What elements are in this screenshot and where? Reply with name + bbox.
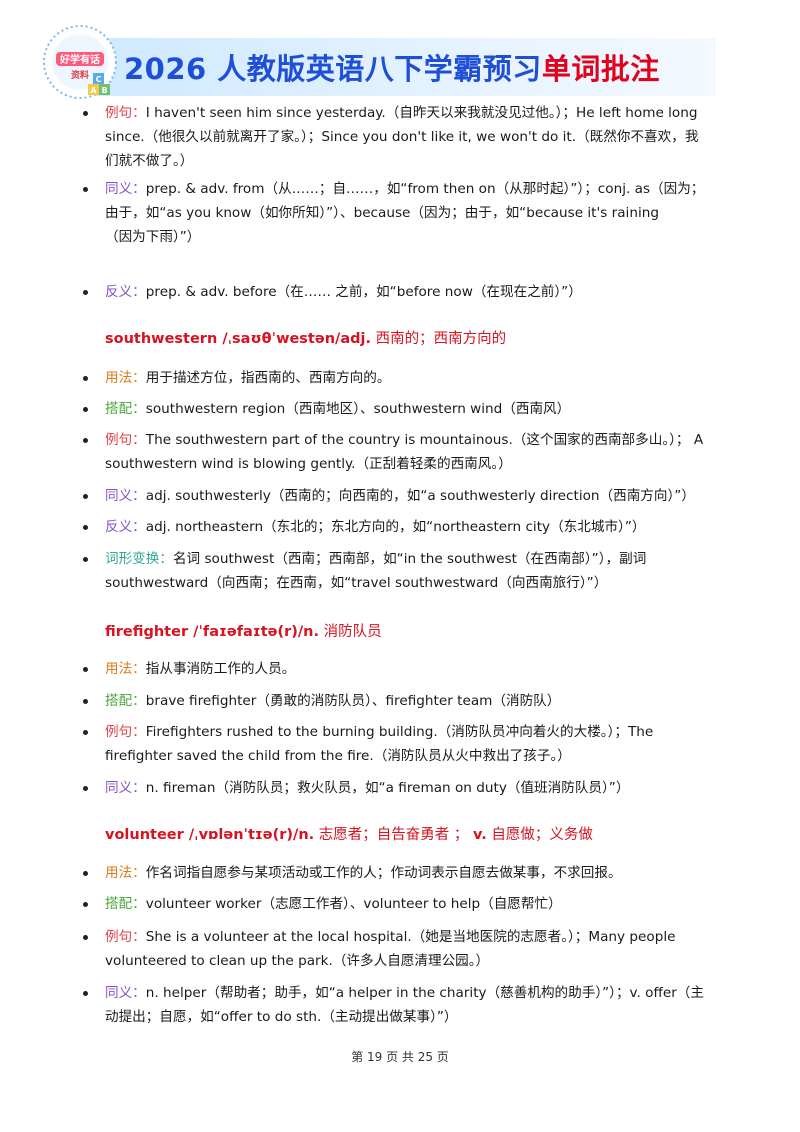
synonym-label: 同义：	[105, 488, 146, 504]
headword: southwestern /ˌsaʊθˈwestən/adj.	[105, 331, 371, 347]
headword-volunteer: volunteer /ˌvɒlənˈtɪə(r)/n. 志愿者；自告奋勇者 ； …	[105, 823, 593, 847]
title-main: 2026 人教版英语八下学霸预习	[124, 52, 542, 86]
firefighter-usage: 用法：指从事消防工作的人员。	[83, 657, 705, 681]
antonym-text: prep. & adv. before（在…… 之前，如“before now（…	[145, 284, 582, 300]
southwestern-antonym: 反义：adj. northeastern（东北的；东北方向的，如“northea…	[83, 515, 705, 539]
example-text: Firefighters rushed to the burning build…	[105, 724, 654, 764]
headword-meaning: 西南的；西南方向的	[375, 331, 507, 347]
usage-text: 用于描述方位，指西南的、西南方向的。	[145, 370, 391, 386]
title-highlight: 单词批注	[541, 52, 660, 86]
collocation-text: brave firefighter（勇敢的消防队员）、firefighter t…	[145, 693, 561, 709]
synonym-text: n. fireman（消防队员；救火队员，如“a fireman on duty…	[145, 780, 630, 796]
volunteer-collocation: 搭配：volunteer worker（志愿工作者）、volunteer to …	[83, 892, 705, 916]
volunteer-usage: 用法：作名词指自愿参与某项活动或工作的人；作动词表示自愿去做某事，不求回报。	[83, 861, 705, 885]
southwestern-example: 例句：The southwestern part of the country …	[83, 428, 705, 476]
since-synonym: 同义：prep. & adv. from（从……；自……，如“from then…	[83, 177, 705, 249]
svg-text:C: C	[96, 75, 102, 84]
firefighter-synonym: 同义：n. fireman（消防队员；救火队员，如“a fireman on d…	[83, 776, 705, 800]
headword-meaning-2: 自愿做；义务做	[491, 827, 593, 843]
example-text: I haven't seen him since yesterday.（自昨天以…	[105, 105, 699, 169]
example-label: 例句：	[105, 724, 146, 740]
headword-meaning: 志愿者；自告奋勇者 ；	[318, 827, 469, 843]
bullet-icon	[83, 786, 88, 791]
bullet-icon	[83, 991, 88, 996]
headword-meaning: 消防队员	[323, 624, 382, 640]
southwestern-collocation: 搭配：southwestern region（西南地区）、southwester…	[83, 397, 705, 421]
logo-text-1: 好学有话	[59, 53, 100, 66]
example-text: She is a volunteer at the local hospital…	[105, 929, 676, 969]
page-title: 2026 人教版英语八下学霸预习单词批注	[124, 44, 660, 94]
bullet-icon	[83, 935, 88, 940]
bullet-icon	[83, 871, 88, 876]
svg-text:B: B	[101, 86, 107, 95]
page-footer: 第 19 页 共 25 页	[351, 1050, 449, 1064]
bullet-icon	[83, 730, 88, 735]
example-label: 例句：	[105, 929, 146, 945]
example-text: The southwestern part of the country is …	[105, 432, 704, 472]
collocation-label: 搭配：	[105, 401, 146, 417]
headword: firefighter /ˈfaɪəfaɪtə(r)/n.	[105, 624, 320, 640]
bullet-icon	[83, 187, 88, 192]
collocation-text: volunteer worker（志愿工作者）、volunteer to hel…	[145, 896, 562, 912]
usage-text: 作名词指自愿参与某项活动或工作的人；作动词表示自愿去做某事，不求回报。	[145, 865, 622, 881]
antonym-text: adj. northeastern（东北的；东北方向的，如“northeaste…	[145, 519, 646, 535]
bullet-icon	[83, 699, 88, 704]
example-label: 例句：	[105, 432, 146, 448]
bullet-icon	[83, 557, 88, 562]
southwestern-usage: 用法：用于描述方位，指西南的、西南方向的。	[83, 366, 705, 390]
bullet-icon	[83, 376, 88, 381]
header-banner	[96, 38, 716, 96]
example-label: 例句：	[105, 105, 146, 121]
collocation-label: 搭配：	[105, 693, 146, 709]
southwestern-synonym: 同义：adj. southwesterly（西南的；向西南的，如“a south…	[83, 484, 705, 508]
synonym-text-cont: （因为下雨）”）	[105, 229, 201, 245]
bullet-icon	[83, 494, 88, 499]
usage-label: 用法：	[105, 865, 146, 881]
headword-firefighter: firefighter /ˈfaɪəfaɪtə(r)/n. 消防队员	[105, 620, 382, 644]
antonym-label: 反义：	[105, 519, 146, 535]
svg-text:A: A	[90, 86, 97, 95]
headword: volunteer /ˌvɒlənˈtɪə(r)/n.	[105, 827, 315, 843]
headword-pos-2: v.	[473, 827, 487, 843]
bullet-icon	[83, 902, 88, 907]
firefighter-collocation: 搭配：brave firefighter（勇敢的消防队员）、firefighte…	[83, 689, 705, 713]
synonym-text: prep. & adv. from（从……；自……，如“from then on…	[105, 181, 705, 221]
forms-label: 词形变换：	[105, 551, 173, 567]
usage-label: 用法：	[105, 661, 146, 677]
synonym-label: 同义：	[105, 780, 146, 796]
bullet-icon	[83, 111, 88, 116]
volunteer-synonym: 同义：n. helper（帮助者；助手，如“a helper in the ch…	[83, 981, 705, 1029]
synonym-label: 同义：	[105, 985, 146, 1001]
bullet-icon	[83, 525, 88, 530]
bullet-icon	[83, 438, 88, 443]
synonym-text: adj. southwesterly（西南的；向西南的，如“a southwes…	[145, 488, 695, 504]
usage-label: 用法：	[105, 370, 146, 386]
logo-text-2: 资料	[71, 69, 89, 81]
antonym-label: 反义：	[105, 284, 146, 300]
firefighter-example: 例句：Firefighters rushed to the burning bu…	[83, 720, 705, 768]
southwestern-forms: 词形变换：名词 southwest（西南；西南部，如“in the southw…	[83, 547, 705, 595]
synonym-label: 同义：	[105, 181, 146, 197]
collocation-text: southwestern region（西南地区）、southwestern w…	[145, 401, 571, 417]
forms-text: 名词 southwest（西南；西南部，如“in the southwest（在…	[105, 551, 647, 591]
logo-icon: 好学有话 资料 A B C	[43, 25, 117, 99]
synonym-text: n. helper（帮助者；助手，如“a helper in the chari…	[105, 985, 704, 1025]
collocation-label: 搭配：	[105, 896, 146, 912]
volunteer-example: 例句：She is a volunteer at the local hospi…	[83, 925, 705, 973]
bullet-icon	[83, 667, 88, 672]
since-example: 例句：I haven't seen him since yesterday.（自…	[83, 101, 705, 173]
since-antonym: 反义：prep. & adv. before（在…… 之前，如“before n…	[83, 280, 705, 304]
usage-text: 指从事消防工作的人员。	[145, 661, 296, 677]
bullet-icon	[83, 290, 88, 295]
headword-southwestern: southwestern /ˌsaʊθˈwestən/adj. 西南的；西南方向…	[105, 327, 506, 351]
bullet-icon	[83, 407, 88, 412]
